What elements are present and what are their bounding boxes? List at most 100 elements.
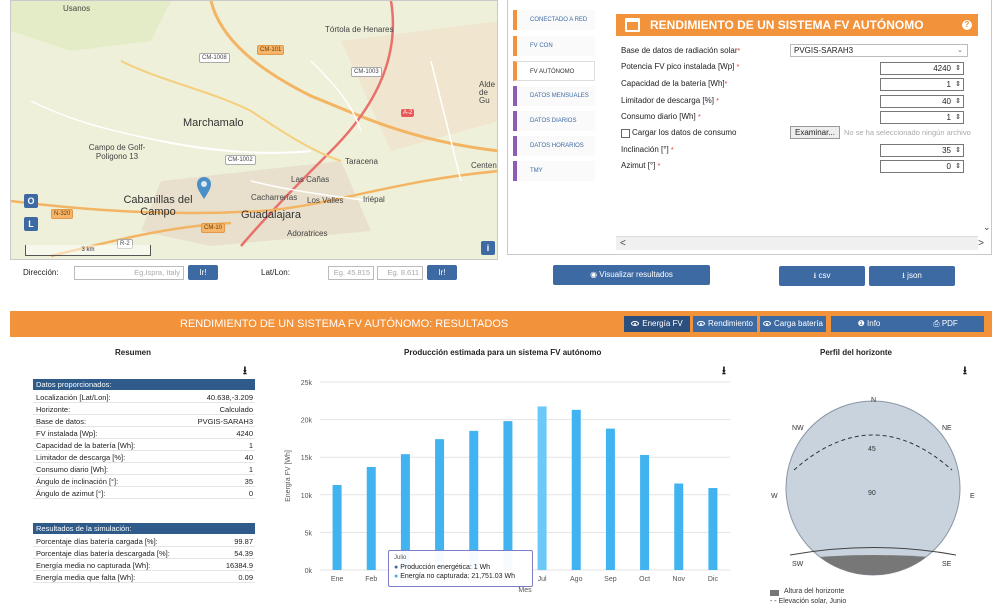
y-tick-label: 10k: [301, 493, 313, 500]
road-badge-cm1003: CM-1003: [351, 67, 382, 77]
row-key: Capacidad de la batería [Wh]:: [36, 441, 136, 450]
map-roads: [11, 1, 497, 259]
form-header: RENDIMIENTO DE UN SISTEMA FV AUTÓNOMO ?: [616, 14, 978, 36]
lon-input[interactable]: Eg. 8.611: [377, 266, 423, 280]
potencia-input[interactable]: 4240 ⇕: [880, 62, 964, 75]
direccion-label: Dirección:: [23, 268, 59, 277]
bateria-label: Capacidad de la batería [Wh]*: [621, 79, 728, 88]
y-tick-label: 25k: [301, 380, 313, 387]
potencia-label: Potencia FV pico instalada [Wp] *: [621, 62, 740, 71]
dir-w: W: [771, 493, 778, 500]
inclinacion-input[interactable]: 35 ⇕: [880, 144, 964, 157]
row-key: Porcentaje días batería descargada [%]:: [36, 549, 170, 558]
bar-jul[interactable]: [537, 406, 547, 570]
table-row: Capacidad de la batería [Wh]: 1: [33, 440, 255, 451]
latlon-go-button[interactable]: Ir!: [427, 265, 457, 280]
row-value: 54.39: [234, 549, 253, 558]
bar-jun[interactable]: [503, 421, 513, 570]
visualizar-button[interactable]: ◉ Visualizar resultados: [553, 265, 710, 285]
browse-button[interactable]: Examinar...: [790, 126, 840, 139]
eye-icon: [631, 321, 640, 327]
road-badge-cm1008: CM-1008: [199, 53, 230, 63]
bar-ago[interactable]: [571, 409, 581, 570]
scroll-left-icon[interactable]: <: [620, 238, 626, 249]
dir-se: SE: [942, 561, 952, 568]
bar-mar[interactable]: [400, 454, 410, 570]
map-button-o[interactable]: O: [24, 194, 38, 208]
tab-tmy[interactable]: TMY: [513, 161, 595, 181]
row-key: Consumo diario [Wh]:: [36, 465, 109, 474]
spinner-icon[interactable]: ⇕: [955, 98, 961, 105]
db-label: Base de datos de radiación solar*: [621, 46, 741, 55]
dir-e: E: [970, 493, 975, 500]
spinner-icon[interactable]: ⇕: [955, 81, 961, 88]
location-pin-icon[interactable]: [196, 176, 212, 200]
download-horizon-icon[interactable]: ⭳: [963, 365, 967, 377]
row-key: Energía media que falta [Wh]:: [36, 573, 136, 582]
x-tick-label: Oct: [639, 576, 650, 583]
info-button[interactable]: ❶ Info: [831, 316, 907, 332]
bar-nov[interactable]: [674, 483, 684, 570]
bar-may[interactable]: [469, 430, 479, 570]
lat-input[interactable]: Eg. 45.815: [328, 266, 374, 280]
bar-oct[interactable]: [640, 454, 650, 570]
tab-datos-diarios[interactable]: DATOS DIARIOS: [513, 111, 595, 131]
rendimiento-button[interactable]: Rendimiento: [693, 316, 757, 332]
ring-45: 45: [868, 446, 876, 453]
spinner-icon[interactable]: ⇕: [955, 114, 961, 121]
map-label-los-valles: Los Valles: [307, 196, 344, 205]
bar-sep[interactable]: [605, 428, 615, 570]
x-tick-label: Jul: [538, 576, 547, 583]
horizontal-scrollbar[interactable]: < >: [616, 236, 984, 250]
direccion-go-button[interactable]: Ir!: [188, 265, 218, 280]
download-summary-icon[interactable]: ⭳: [243, 365, 247, 377]
carga-bateria-button[interactable]: Carga batería: [760, 316, 826, 332]
chart-tooltip: Julio ● Producción energética: 1 Wh ● En…: [388, 550, 533, 587]
row-value: 40: [244, 453, 253, 462]
tab-datos-mensuales[interactable]: DATOS MENSUALES: [513, 86, 595, 106]
direccion-input[interactable]: Eg.Ispra, Italy: [74, 266, 184, 280]
map-button-l[interactable]: L: [24, 217, 38, 231]
scroll-down-icon[interactable]: ⌄: [983, 222, 991, 232]
help-icon[interactable]: ?: [962, 20, 972, 30]
consumo-checkbox[interactable]: [621, 129, 630, 138]
provided-header: Datos proporcionados:: [33, 379, 255, 390]
db-select[interactable]: PVGIS-SARAH3 ⌄: [790, 44, 968, 57]
bar-feb[interactable]: [366, 466, 376, 570]
table-row: Porcentaje días batería descargada [%]: 5…: [33, 548, 255, 559]
map-label-marchamalo: Marchamalo: [183, 117, 244, 129]
row-value: 4240: [236, 429, 253, 438]
json-button[interactable]: ⭳ json: [869, 266, 955, 286]
row-key: FV instalada [Wp]:: [36, 429, 98, 438]
table-row: Base de datos: PVGIS-SARAH3: [33, 416, 255, 427]
eye-icon: [763, 321, 772, 327]
tab-conectado-red[interactable]: CONECTADO A RED: [513, 10, 595, 30]
map-info-button[interactable]: i: [481, 241, 495, 255]
y-tick-label: 5k: [305, 530, 313, 537]
map-label-taracena: Taracena: [345, 157, 378, 166]
tab-fv-seguimiento[interactable]: FV CON SEGUIMIENTO: [513, 36, 595, 69]
bar-ene[interactable]: [332, 485, 342, 570]
spinner-icon[interactable]: ⇕: [955, 163, 961, 170]
scroll-right-icon[interactable]: >: [978, 238, 984, 249]
spinner-icon[interactable]: ⇕: [955, 147, 961, 154]
energia-fv-button[interactable]: Energía FV: [624, 316, 690, 332]
consumo-input[interactable]: 1 ⇕: [880, 111, 964, 124]
map-view[interactable]: Usanos Tórtola de Henares Marchamalo Cam…: [10, 0, 498, 260]
tab-datos-horarios[interactable]: DATOS HORARIOS: [513, 136, 595, 156]
azimut-input[interactable]: 0 ⇕: [880, 160, 964, 173]
bateria-input[interactable]: 1 ⇕: [880, 78, 964, 91]
limitador-input[interactable]: 40 ⇕: [880, 95, 964, 108]
tab-fv-autonomo[interactable]: FV AUTÓNOMO: [513, 61, 595, 81]
bar-dic[interactable]: [708, 488, 718, 570]
map-label-iriepal: Iriépal: [363, 195, 385, 204]
csv-button[interactable]: ⭳ csv: [779, 266, 865, 286]
pdf-button[interactable]: ⎙ PDF: [907, 316, 984, 332]
download-icon: ⭳: [902, 271, 908, 280]
tooltip-month: Julio: [394, 555, 407, 561]
bar-abr[interactable]: [435, 439, 445, 570]
x-tick-label: Nov: [673, 576, 686, 583]
download-chart-icon[interactable]: ⭳: [722, 365, 726, 377]
table-row: Energía media no capturada [Wh]: 16384.9: [33, 560, 255, 571]
spinner-icon[interactable]: ⇕: [955, 65, 961, 72]
